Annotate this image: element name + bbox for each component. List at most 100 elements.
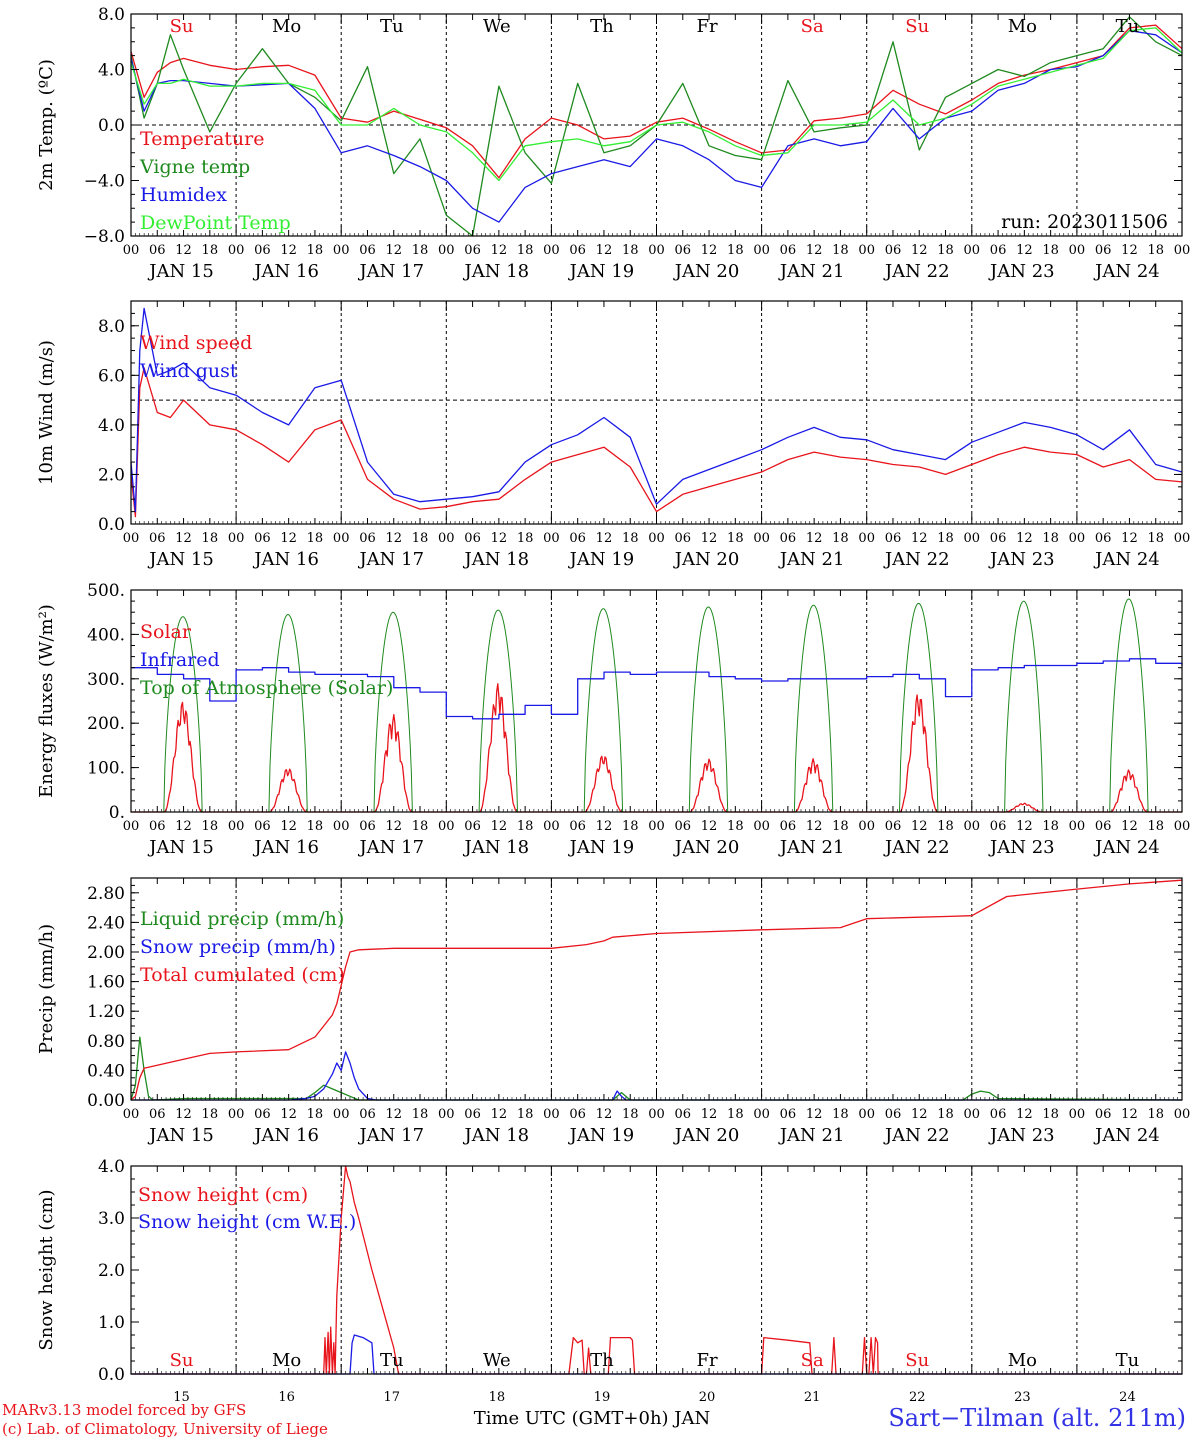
- xtick-label: 00: [543, 1107, 560, 1122]
- series-line: [130, 367, 1183, 518]
- date-label: JAN 22: [883, 261, 950, 282]
- panel-5: 4.0 3.0 2.0 1.0 0.0 Snow height (cm): [36, 1157, 1183, 1385]
- date-label: JAN 15: [147, 837, 214, 858]
- xtick-label: 18: [937, 819, 954, 834]
- xtick-label: 18: [202, 1107, 219, 1122]
- legend-entry: Temperature: [140, 128, 264, 150]
- xtick-label: 18: [832, 1107, 849, 1122]
- ylabel: 10m Wind (m/s): [36, 340, 57, 485]
- weekday-label-bottom: Su: [170, 1350, 194, 1371]
- xtick-label: 06: [464, 1107, 481, 1122]
- date-label: JAN 18: [463, 837, 530, 858]
- xtick-label: 00: [1069, 1107, 1086, 1122]
- series-snow-height-cm-w-e-: [131, 1334, 1182, 1375]
- weekday-label: Su: [905, 16, 929, 37]
- xtick-label: 12: [385, 1107, 402, 1122]
- xtick-label: 06: [885, 243, 902, 258]
- date-label: JAN 23: [988, 837, 1055, 858]
- xtick-label: 00: [1174, 531, 1191, 546]
- xtick-label: 12: [491, 819, 508, 834]
- ylabel: Precip (mm/h): [36, 924, 57, 1054]
- xtick-label: 06: [990, 1107, 1007, 1122]
- xtick-label: 00: [333, 243, 350, 258]
- xtick-label: 00: [228, 243, 245, 258]
- xtick-label: 18: [937, 531, 954, 546]
- xtick-label: 00: [333, 1107, 350, 1122]
- xtick-label: 18: [1042, 243, 1059, 258]
- weekday-label: Mo: [1008, 16, 1037, 37]
- xtick-label: 06: [780, 243, 797, 258]
- weekday-label: Sa: [801, 16, 824, 37]
- weekday-label-bottom: Mo: [272, 1350, 301, 1371]
- weekday-label: Mo: [272, 16, 301, 37]
- ytick-label: 4.0: [98, 416, 125, 436]
- xtick-label: 12: [1016, 819, 1033, 834]
- xtick-label: 06: [885, 531, 902, 546]
- xtick-label: 00: [858, 531, 875, 546]
- ytick-label: 300.: [87, 670, 125, 690]
- xtick-label: 12: [491, 243, 508, 258]
- legend-entry: Total cumulated (cm): [140, 964, 345, 986]
- xtick-label: 06: [254, 243, 271, 258]
- xtick-label: 00: [438, 819, 455, 834]
- date-label: JAN 19: [568, 837, 635, 858]
- xtick-label: 00: [438, 531, 455, 546]
- date-label: JAN 16: [252, 549, 319, 570]
- xtick-label: 06: [359, 531, 376, 546]
- xtick-label: 12: [1016, 243, 1033, 258]
- weekday-label-bottom: Tu: [1116, 1350, 1140, 1371]
- xtick-label: 00: [1069, 531, 1086, 546]
- date-label: JAN 23: [988, 1125, 1055, 1146]
- date-label: JAN 23: [988, 549, 1055, 570]
- xtick-label: 12: [280, 1107, 297, 1122]
- weekday-label: Tu: [1116, 16, 1140, 37]
- day-number: 16: [278, 1390, 295, 1405]
- xtick-label: 12: [1016, 531, 1033, 546]
- series-line: [131, 1334, 1182, 1375]
- xtick-label: 12: [1121, 819, 1138, 834]
- day-number: 23: [1014, 1390, 1031, 1405]
- xtick-label: 12: [911, 1107, 928, 1122]
- ylabel: Energy fluxes (W/m²): [36, 604, 57, 798]
- xtick-label: 12: [1016, 1107, 1033, 1122]
- xtick-label: 18: [517, 531, 534, 546]
- weekday-label: We: [483, 16, 511, 37]
- date-label: JAN 21: [778, 549, 845, 570]
- xtick-label: 06: [569, 243, 586, 258]
- xtick-label: 18: [727, 1107, 744, 1122]
- xtick-label: 06: [990, 531, 1007, 546]
- xtick-label: 12: [1121, 531, 1138, 546]
- xtick-label: 12: [175, 819, 192, 834]
- series-liquid-precip-mm-h-: [130, 1036, 1183, 1101]
- plot-frame: [130, 300, 1183, 525]
- xtick-label: 06: [254, 819, 271, 834]
- date-label: JAN 24: [1093, 549, 1160, 570]
- xtick-label: 18: [412, 531, 429, 546]
- xtick-label: 18: [727, 243, 744, 258]
- xtick-label: 00: [753, 531, 770, 546]
- series-total-cumulated-cm-: [130, 879, 1183, 1101]
- date-label: JAN 19: [568, 261, 635, 282]
- xtick-label: 12: [701, 1107, 718, 1122]
- date-label: JAN 19: [568, 549, 635, 570]
- legend-entry: DewPoint Temp: [140, 212, 291, 234]
- xtick-label: 12: [385, 243, 402, 258]
- xtick-label: 18: [727, 531, 744, 546]
- ytick-label: 2.0: [98, 465, 125, 485]
- series-line: [130, 16, 1183, 237]
- ytick-label: 100.: [87, 759, 125, 779]
- weekday-label-bottom: Mo: [1008, 1350, 1037, 1371]
- date-label: JAN 18: [463, 261, 530, 282]
- date-label: JAN 21: [778, 837, 845, 858]
- weekday-label: Fr: [697, 16, 718, 37]
- date-label: JAN 18: [463, 549, 530, 570]
- model-credit-line1: MARv3.13 model forced by GFS: [2, 1401, 247, 1419]
- xtick-label: 18: [412, 819, 429, 834]
- ytick-label: −4.0: [84, 172, 125, 192]
- day-number: 21: [804, 1390, 821, 1405]
- date-label: JAN 22: [883, 837, 950, 858]
- xtick-label: 18: [202, 243, 219, 258]
- series-wind-speed: [130, 367, 1183, 518]
- xtick-label: 06: [464, 243, 481, 258]
- xtick-label: 12: [806, 1107, 823, 1122]
